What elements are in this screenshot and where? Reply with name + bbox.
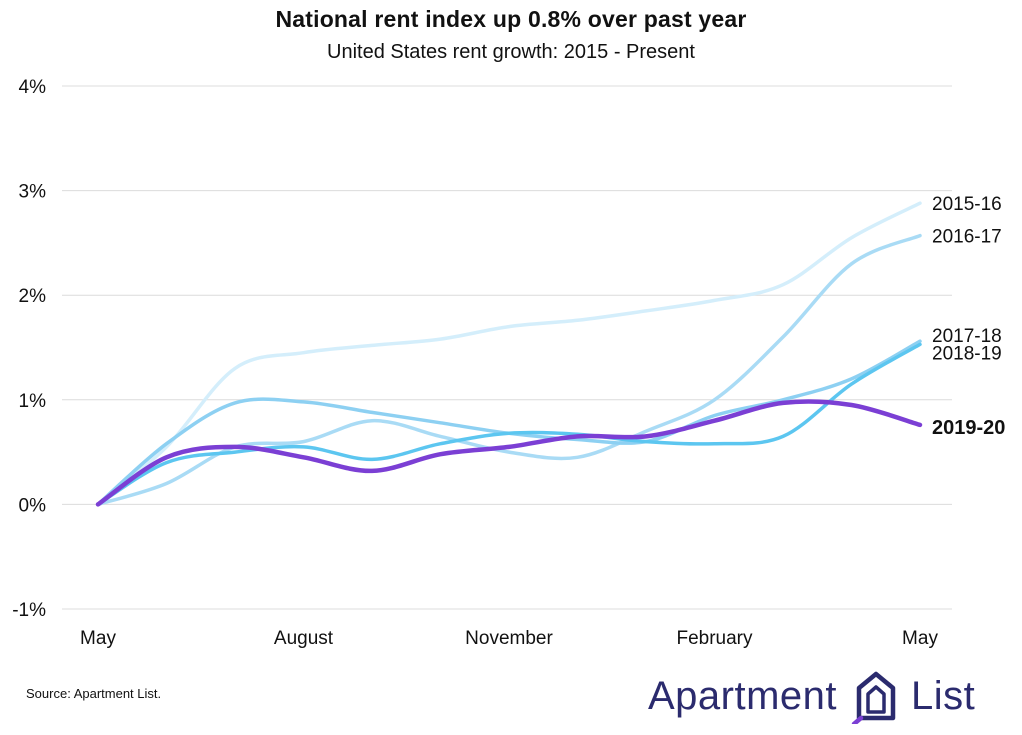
series-line-2017-18 xyxy=(96,339,922,507)
series-lines xyxy=(95,201,923,507)
x-tick-label: May xyxy=(80,628,116,649)
x-tick-label: November xyxy=(465,628,553,649)
logo-word-apartment: Apartment xyxy=(648,674,838,718)
y-tick-label: 0% xyxy=(19,495,47,516)
x-tick-label: May xyxy=(902,628,938,649)
series-label-2018-19: 2018-19 xyxy=(932,343,1002,364)
x-tick-label: February xyxy=(676,628,753,649)
grid xyxy=(62,85,952,610)
y-tick-label: -1% xyxy=(12,600,46,621)
x-tick-label: August xyxy=(274,628,334,649)
series-label-2017-18: 2017-18 xyxy=(932,326,1002,347)
series-label-2016-17: 2016-17 xyxy=(932,227,1002,248)
series-line-2018-19 xyxy=(96,342,922,507)
chart-title: National rent index up 0.8% over past ye… xyxy=(275,6,747,32)
apartment-list-logo: Apartment List xyxy=(648,668,1008,724)
y-axis-ticks: -1% 0% 1% 2% 3% 4% xyxy=(12,77,46,621)
series-label-2019-20: 2019-20 xyxy=(932,417,1005,439)
y-tick-label: 4% xyxy=(19,77,47,98)
building-icon xyxy=(851,671,896,724)
source-note: Source: Apartment List. xyxy=(26,686,162,701)
y-tick-label: 2% xyxy=(19,286,47,307)
logo-word-list: List xyxy=(911,674,976,718)
series-line-2019-20 xyxy=(95,399,923,507)
series-line-2015-16 xyxy=(96,201,922,507)
y-tick-label: 3% xyxy=(19,182,47,203)
y-tick-label: 1% xyxy=(19,391,47,412)
series-label-2015-16: 2015-16 xyxy=(932,194,1002,215)
chart-subtitle: United States rent growth: 2015 - Presen… xyxy=(327,41,695,63)
x-axis-ticks: May August November February May xyxy=(80,628,938,649)
